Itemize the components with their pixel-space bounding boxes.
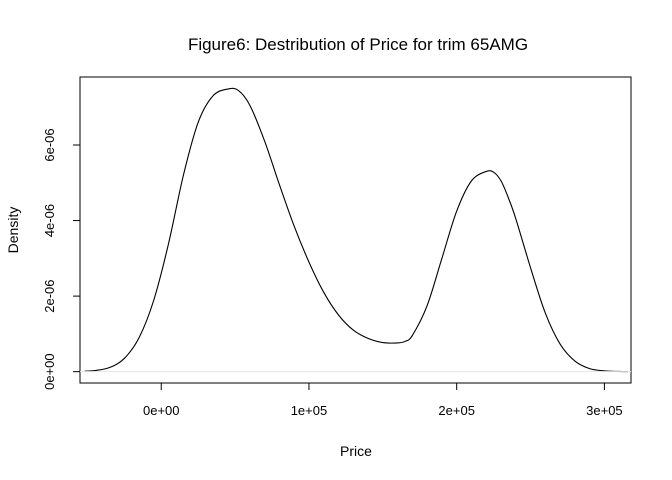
y-tick-label: 2e-06 — [42, 279, 57, 312]
y-tick-label: 4e-06 — [42, 204, 57, 237]
x-tick-label: 3e+05 — [586, 403, 623, 418]
chart-title: Figure6: Destribution of Price for trim … — [188, 35, 528, 54]
y-tick-label: 0e+00 — [42, 353, 57, 390]
series-layer — [80, 87, 631, 373]
x-axis-label: Price — [340, 443, 372, 459]
y-axis-label: Density — [5, 207, 21, 254]
y-axis: 0e+00 2e-06 4e-06 6e-06 — [42, 128, 81, 390]
x-tick-label: 2e+05 — [438, 403, 475, 418]
x-tick-label: 0e+00 — [143, 403, 180, 418]
x-axis: 0e+00 1e+05 2e+05 3e+05 — [143, 382, 623, 418]
y-tick-label: 6e-06 — [42, 128, 57, 161]
density-line — [84, 87, 629, 373]
x-tick-label: 1e+05 — [291, 403, 328, 418]
